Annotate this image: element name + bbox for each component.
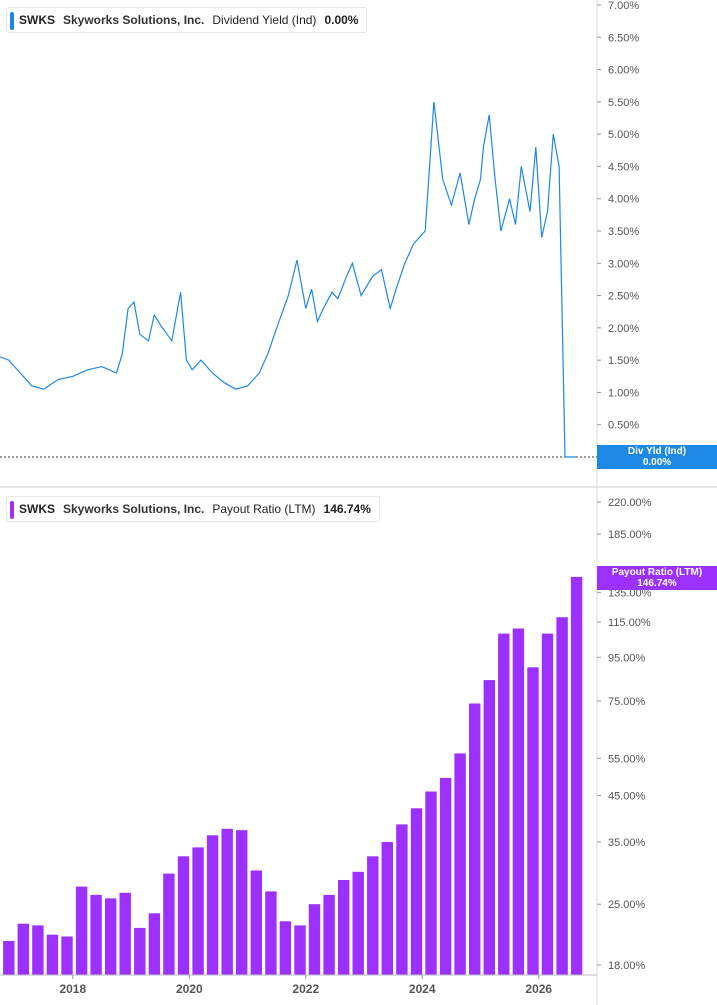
y-tick-label: 2.00% — [608, 323, 639, 335]
x-tick-label: 2024 — [409, 982, 436, 996]
y-tick-label: 35.00% — [608, 837, 646, 849]
metric-value: 146.74% — [323, 502, 371, 516]
x-tick-label: 2020 — [176, 982, 203, 996]
tag-value: 146.74% — [637, 578, 677, 589]
payout-bar — [46, 934, 59, 975]
company-name: Skyworks Solutions, Inc. — [63, 13, 205, 27]
y-tick-label: 3.00% — [608, 258, 639, 270]
payout-bar — [177, 856, 190, 975]
payout-bar — [352, 871, 364, 975]
payout-bar — [454, 753, 466, 975]
x-tick-label: 2026 — [525, 982, 552, 996]
payout-bar — [469, 703, 481, 975]
ticker-label: SWKS — [19, 502, 55, 516]
payout-bar — [483, 680, 495, 975]
ticker-label: SWKS — [19, 13, 55, 27]
payout-bar — [119, 892, 131, 975]
series-color-swatch — [10, 12, 14, 30]
y-tick-label: 7.00% — [608, 0, 639, 12]
payout-bar — [75, 886, 88, 975]
payout-bar — [338, 880, 350, 975]
y-tick-label: 115.00% — [608, 617, 651, 629]
payout-bar — [148, 913, 161, 975]
tag-label: Payout Ratio (LTM) — [611, 567, 703, 578]
x-tick-label: 2018 — [59, 982, 86, 996]
payout-bar — [105, 898, 117, 975]
y-tick-label: 5.00% — [608, 129, 639, 141]
y-tick-label: 45.00% — [608, 791, 646, 803]
payout-bar — [3, 940, 15, 975]
metric-name: Payout Ratio (LTM) — [212, 502, 316, 516]
y-tick-label: 1.50% — [608, 355, 639, 367]
payout-bar — [381, 842, 393, 975]
payout-bar — [294, 925, 306, 975]
payout-bar — [541, 633, 554, 975]
y-tick-label: 6.00% — [608, 65, 639, 77]
y-tick-label: 2.50% — [608, 291, 639, 303]
y-tick-label: 220.00% — [608, 497, 652, 509]
payout-bar — [250, 870, 262, 975]
payout-bar — [439, 777, 452, 975]
payout-bar — [527, 667, 539, 975]
payout-bar — [265, 891, 277, 975]
payout-bar — [323, 894, 335, 975]
payout-bar — [17, 923, 29, 975]
metric-name: Dividend Yield (Ind) — [212, 13, 317, 27]
payout-bar — [410, 808, 423, 975]
payout-bar — [134, 927, 146, 975]
legend-payout-ratio[interactable]: SWKS Skyworks Solutions, Inc. Payout Rat… — [6, 496, 380, 522]
y-tick-label: 4.00% — [608, 194, 639, 206]
payout-bar — [90, 894, 102, 975]
y-tick-label: 1.00% — [608, 387, 639, 399]
tag-value: 0.00% — [642, 457, 672, 468]
y-tick-label: 4.50% — [608, 161, 639, 173]
y-tick-label: 5.50% — [608, 97, 639, 109]
legend-dividend-yield[interactable]: SWKS Skyworks Solutions, Inc. Dividend Y… — [6, 7, 368, 33]
series-color-swatch — [10, 501, 14, 519]
y-tick-label: 3.50% — [608, 226, 639, 238]
metric-value: 0.00% — [324, 13, 359, 27]
payout-bar — [512, 628, 525, 975]
payout-bar — [61, 936, 73, 975]
x-tick-label: 2022 — [292, 982, 319, 996]
payout-bar — [163, 873, 175, 975]
y-tick-label: 0.50% — [608, 420, 639, 432]
y-tick-label: 6.50% — [608, 32, 639, 44]
y-tick-label: 185.00% — [608, 529, 652, 541]
tag-label: Div Yld (Ind) — [627, 446, 687, 457]
last-value-tag-payout: Payout Ratio (LTM) 146.74% — [597, 566, 717, 590]
payout-bar — [396, 824, 408, 975]
payout-bar — [498, 633, 510, 975]
company-name: Skyworks Solutions, Inc. — [63, 502, 205, 516]
payout-bar — [206, 835, 219, 975]
payout-bar — [570, 576, 583, 975]
payout-bar — [425, 791, 437, 975]
y-tick-label: 95.00% — [608, 652, 646, 664]
payout-bar — [236, 830, 248, 975]
payout-bar — [192, 847, 204, 975]
y-tick-label: 18.00% — [608, 960, 646, 972]
payout-bar — [279, 921, 292, 975]
y-tick-label: 55.00% — [608, 753, 646, 765]
payout-bar — [556, 617, 568, 975]
last-value-tag-yield: Div Yld (Ind) 0.00% — [597, 445, 717, 469]
payout-bar — [221, 828, 233, 975]
dividend-yield-line — [0, 101, 577, 458]
y-tick-label: 75.00% — [608, 696, 646, 708]
payout-bar — [367, 856, 379, 975]
y-tick-label: 135.00% — [608, 587, 652, 599]
payout-bar — [32, 925, 44, 975]
payout-bar — [308, 904, 321, 975]
y-tick-label: 25.00% — [608, 899, 646, 911]
